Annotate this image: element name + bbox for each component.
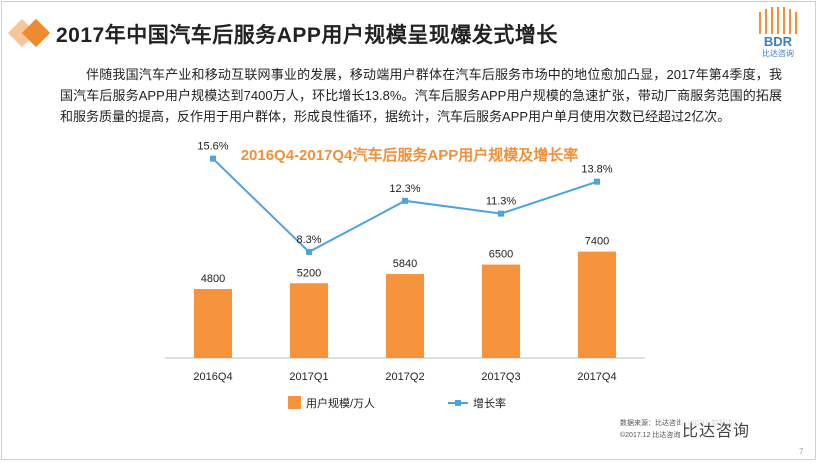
watermark: 比达咨询: [680, 417, 753, 441]
growth-rate-label: 12.3%: [389, 183, 420, 195]
bar: [194, 289, 232, 358]
bar: [578, 251, 616, 358]
growth-rate-label: 11.3%: [486, 196, 517, 208]
source-line: 数据来源：比达咨询（BDR）数据中心: [620, 418, 740, 430]
growth-rate-point: [210, 155, 216, 162]
growth-rate-label: 13.8%: [581, 164, 612, 176]
page-number: 7: [799, 447, 804, 456]
legend-line-marker: [455, 400, 461, 406]
growth-rate-label: 8.3%: [296, 234, 321, 246]
bar: [386, 274, 424, 358]
x-tick-label: 2016Q4: [193, 371, 232, 383]
x-tick-label: 2017Q2: [385, 371, 424, 383]
bar-value-label: 4800: [201, 273, 225, 285]
logo-text: BDR: [764, 34, 793, 49]
copyright-line: ©2017.12 比达咨询: [620, 432, 681, 439]
page-title: 2017年中国汽车后服务APP用户规模呈现爆发式增长: [56, 24, 558, 47]
legend-bar-swatch: [288, 396, 301, 409]
chart-title: 2016Q4-2017Q4汽车后服务APP用户规模及增长率: [240, 147, 579, 164]
x-tick-label: 2017Q3: [481, 371, 520, 383]
growth-rate-point: [498, 210, 504, 217]
x-tick-label: 2017Q4: [577, 371, 616, 383]
legend-bar-label: 用户规模/万人: [306, 396, 375, 410]
growth-rate-label: 15.6%: [197, 141, 228, 153]
growth-rate-line: [212, 157, 598, 254]
bar: [482, 264, 520, 358]
growth-rate-point: [594, 178, 600, 185]
bar: [290, 283, 328, 358]
legend-line-label: 增长率: [473, 396, 506, 410]
bdr-logo: BDR 比达咨询: [752, 6, 804, 58]
bar-value-label: 6500: [489, 249, 513, 261]
bar-value-label: 5840: [393, 258, 417, 270]
logo-subtext: 比达咨询: [762, 48, 794, 58]
bar-value-label: 7400: [585, 236, 609, 248]
source-note: 数据来源：比达咨询（BDR）数据中心 ©2017.12 比达咨询: [620, 418, 740, 442]
bar-value-label: 5200: [297, 267, 321, 279]
x-tick-label: 2017Q1: [289, 371, 328, 383]
growth-rate-point: [306, 248, 312, 255]
growth-rate-point: [402, 197, 408, 204]
intro-paragraph: 伴随我国汽车产业和移动互联网事业的发展，移动端用户群体在汽车后服务市场中的地位愈…: [60, 67, 782, 124]
